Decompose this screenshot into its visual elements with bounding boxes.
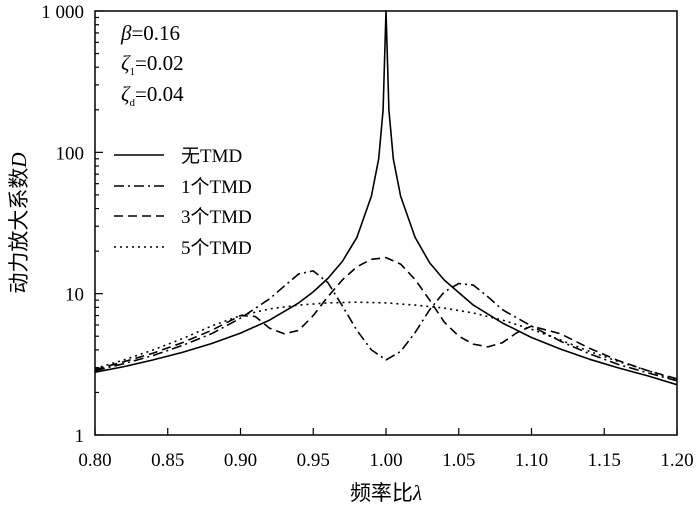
y-tick-label: 1 bbox=[75, 426, 85, 447]
plot-frame bbox=[94, 10, 678, 436]
param-zeta-1-value: =0.02 bbox=[135, 51, 184, 75]
param-zeta-1-symbol: ζ bbox=[121, 51, 131, 75]
x-tick-label: 1.10 bbox=[515, 450, 548, 471]
y-axis-title: 动力放大系数D bbox=[7, 152, 31, 293]
param-zeta-d: ζd=0.04 bbox=[121, 82, 184, 109]
param-zeta-1: ζ1=0.02 bbox=[121, 51, 184, 78]
y-axis-title-main: 动力放大系数 bbox=[7, 168, 31, 294]
y-tick-label: 1 000 bbox=[41, 2, 84, 23]
parameter-block: β=0.16 ζ1=0.02 ζd=0.04 bbox=[120, 21, 184, 109]
param-beta: β=0.16 bbox=[120, 21, 180, 45]
tick-layer: 0.80 0.85 0.90 0.95 1.00 1.05 1.10 1.15 1.20 1 10 1… bbox=[41, 2, 693, 471]
x-tick-label: 1.05 bbox=[442, 450, 475, 471]
series-line-2 bbox=[94, 270, 678, 382]
param-zeta-d-value: =0.04 bbox=[135, 82, 184, 106]
param-zeta-d-sub: d bbox=[130, 97, 136, 109]
legend-label-1-tmd: 1个TMD bbox=[181, 176, 252, 198]
x-axis-title-symbol: λ bbox=[412, 481, 422, 505]
param-zeta-d-symbol: ζ bbox=[121, 82, 131, 106]
x-tick-label: 0.90 bbox=[224, 450, 257, 471]
y-axis-title-symbol: D bbox=[7, 152, 31, 168]
legend-label-5-tmd: 5个TMD bbox=[181, 237, 252, 259]
y-tick-label: 100 bbox=[56, 143, 85, 164]
legend-label-no-tmd: 无TMD bbox=[181, 146, 242, 167]
x-axis-title: 频率比λ bbox=[350, 481, 422, 505]
x-tick-label: 1.20 bbox=[660, 450, 693, 471]
x-axis-title-main: 频率比 bbox=[350, 481, 413, 505]
series-line-4 bbox=[94, 301, 678, 381]
y-tick-label: 10 bbox=[65, 285, 84, 306]
legend-label-3-tmd: 3个TMD bbox=[181, 206, 252, 228]
x-tick-label: 0.85 bbox=[151, 450, 184, 471]
x-tick-label: 1.00 bbox=[369, 450, 402, 471]
x-tick-label: 0.80 bbox=[78, 450, 111, 471]
x-tick-label: 1.15 bbox=[588, 450, 621, 471]
param-beta-value: =0.16 bbox=[131, 21, 180, 45]
param-beta-symbol: β bbox=[120, 21, 132, 45]
param-zeta-1-sub: 1 bbox=[130, 66, 136, 78]
series-layer bbox=[94, 10, 678, 386]
x-tick-label: 0.95 bbox=[297, 450, 330, 471]
series-line-3 bbox=[94, 256, 678, 380]
series-line-1 bbox=[94, 10, 678, 386]
legend: 无TMD 1个TMD 3个TMD 5个TMD bbox=[114, 146, 252, 259]
